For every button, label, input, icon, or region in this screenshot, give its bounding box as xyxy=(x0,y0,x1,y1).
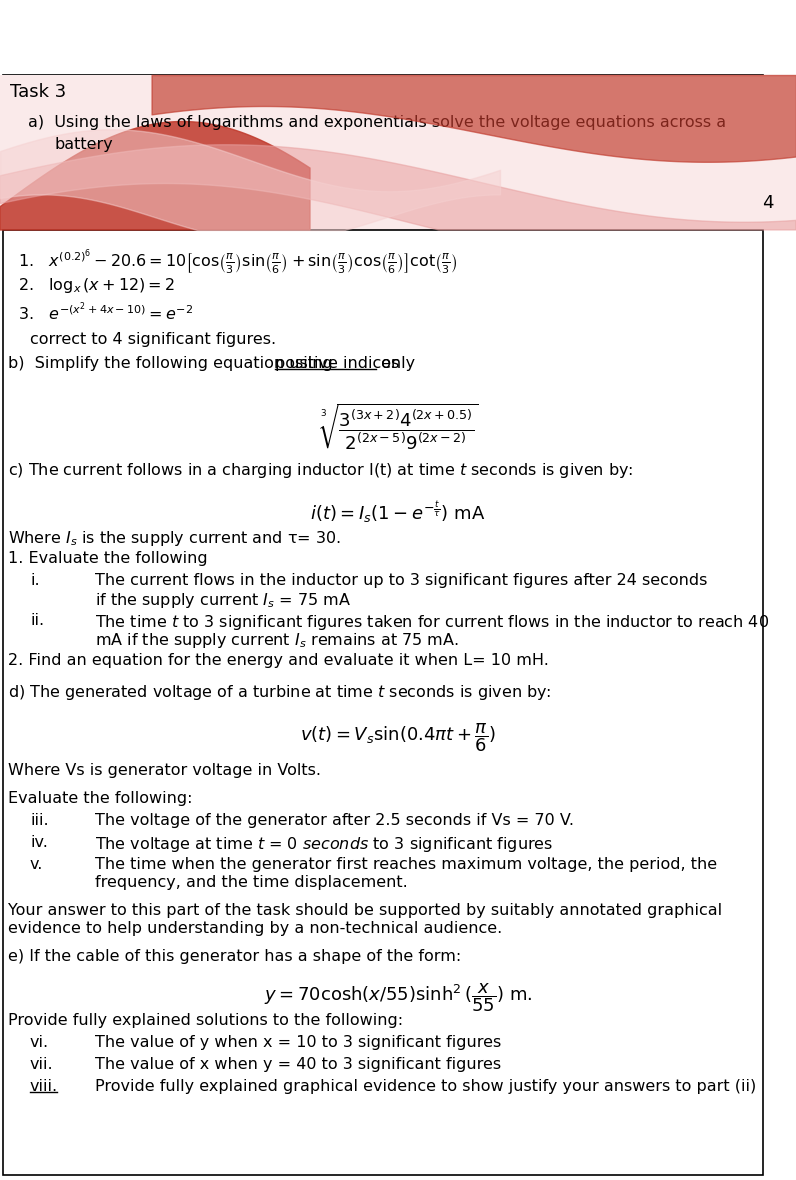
Text: d) The generated voltage of a turbine at time $t$ seconds is given by:: d) The generated voltage of a turbine at… xyxy=(8,683,552,702)
Text: evidence to help understanding by a non-technical audience.: evidence to help understanding by a non-… xyxy=(8,922,502,936)
Text: only: only xyxy=(377,356,416,371)
Text: Provide fully explained solutions to the following:: Provide fully explained solutions to the… xyxy=(8,1012,403,1028)
Text: iii.: iii. xyxy=(30,813,49,828)
Text: Where Vs is generator voltage in Volts.: Where Vs is generator voltage in Volts. xyxy=(8,763,321,778)
Text: The time $t$ to 3 significant figures taken for current flows in the inductor to: The time $t$ to 3 significant figures ta… xyxy=(95,612,769,632)
Text: 4: 4 xyxy=(762,194,774,212)
Text: $i(t) = I_s(1 - e^{-\frac{t}{\tau}})$ mA: $i(t) = I_s(1 - e^{-\frac{t}{\tau}})$ mA xyxy=(310,499,486,525)
Text: The time when the generator first reaches maximum voltage, the period, the: The time when the generator first reache… xyxy=(95,857,717,872)
Text: vii.: vii. xyxy=(30,1057,53,1071)
Text: 1. Evaluate the following: 1. Evaluate the following xyxy=(8,551,208,566)
Text: vi.: vi. xyxy=(30,1035,49,1050)
Bar xyxy=(3,76,763,190)
Text: The current flows in the inductor up to 3 significant figures after 24 seconds: The current flows in the inductor up to … xyxy=(95,573,708,588)
Bar xyxy=(0,76,796,230)
Text: if the supply current $I_s$ = 75 mA: if the supply current $I_s$ = 75 mA xyxy=(95,591,351,610)
Text: i.: i. xyxy=(30,573,40,588)
Bar xyxy=(3,230,763,1175)
Text: e) If the cable of this generator has a shape of the form:: e) If the cable of this generator has a … xyxy=(8,949,461,964)
Text: ii.: ii. xyxy=(30,612,44,628)
Text: Provide fully explained graphical evidence to show justify your answers to part : Provide fully explained graphical eviden… xyxy=(95,1079,756,1094)
Text: Where $I_s$ is the supply current and τ= 30.: Where $I_s$ is the supply current and τ=… xyxy=(8,529,341,548)
Text: 1.   $x^{(0.2)^6} - 20.6 = 10\left[\cos\!\left(\frac{\pi}{3}\right)\sin\!\left(\: 1. $x^{(0.2)^6} - 20.6 = 10\left[\cos\!\… xyxy=(18,248,458,277)
Text: 2. Find an equation for the energy and evaluate it when L= 10 mH.: 2. Find an equation for the energy and e… xyxy=(8,653,549,668)
Text: v.: v. xyxy=(30,857,43,872)
Text: 3.   $e^{-(x^2+4x-10)} = e^{-2}$: 3. $e^{-(x^2+4x-10)} = e^{-2}$ xyxy=(18,300,193,323)
Text: The voltage at time $t$ = 0 $\mathit{seconds}$ to 3 significant figures: The voltage at time $t$ = 0 $\mathit{sec… xyxy=(95,835,553,854)
Text: a)  Using the laws of logarithms and exponentials solve the voltage equations ac: a) Using the laws of logarithms and expo… xyxy=(28,114,726,130)
Text: Your answer to this part of the task should be supported by suitably annotated g: Your answer to this part of the task sho… xyxy=(8,903,722,918)
Text: The value of y when x = 10 to 3 significant figures: The value of y when x = 10 to 3 signific… xyxy=(95,1035,501,1050)
Text: c) The current follows in a charging inductor I(t) at time $t$ seconds is given : c) The current follows in a charging ind… xyxy=(8,461,634,480)
Text: viii.: viii. xyxy=(30,1079,58,1094)
Text: The value of x when y = 40 to 3 significant figures: The value of x when y = 40 to 3 signific… xyxy=(95,1057,501,1071)
Text: Evaluate the following:: Evaluate the following: xyxy=(8,791,193,806)
Text: Task 3: Task 3 xyxy=(10,83,66,101)
Text: positive indices: positive indices xyxy=(275,356,399,371)
Text: correct to 4 significant figures.: correct to 4 significant figures. xyxy=(30,332,276,347)
Text: $\sqrt[3]{\dfrac{3^{(3x+2)}4^{(2x+0.5)}}{2^{(2x-5)}9^{(2x-2)}}}$: $\sqrt[3]{\dfrac{3^{(3x+2)}4^{(2x+0.5)}}… xyxy=(318,401,478,452)
Text: battery: battery xyxy=(55,137,114,152)
Text: 2.   $\log_x(x + 12) = 2$: 2. $\log_x(x + 12) = 2$ xyxy=(18,276,175,295)
Text: frequency, and the time displacement.: frequency, and the time displacement. xyxy=(95,876,408,890)
Text: $v(t) = V_s\mathrm{sin}(0.4\pi t + \dfrac{\pi}{6})$: $v(t) = V_s\mathrm{sin}(0.4\pi t + \dfra… xyxy=(300,721,496,754)
Text: $y = 70\cosh(x/55)\sinh^2(\dfrac{x}{55})$ m.: $y = 70\cosh(x/55)\sinh^2(\dfrac{x}{55})… xyxy=(263,981,533,1014)
Text: iv.: iv. xyxy=(30,835,48,850)
Text: The voltage of the generator after 2.5 seconds if Vs = 70 V.: The voltage of the generator after 2.5 s… xyxy=(95,813,574,828)
Polygon shape xyxy=(0,122,310,230)
Text: b)  Simplify the following equation using: b) Simplify the following equation using xyxy=(8,356,338,371)
Text: mA if the supply current $I_s$ remains at 75 mA.: mA if the supply current $I_s$ remains a… xyxy=(95,631,458,650)
